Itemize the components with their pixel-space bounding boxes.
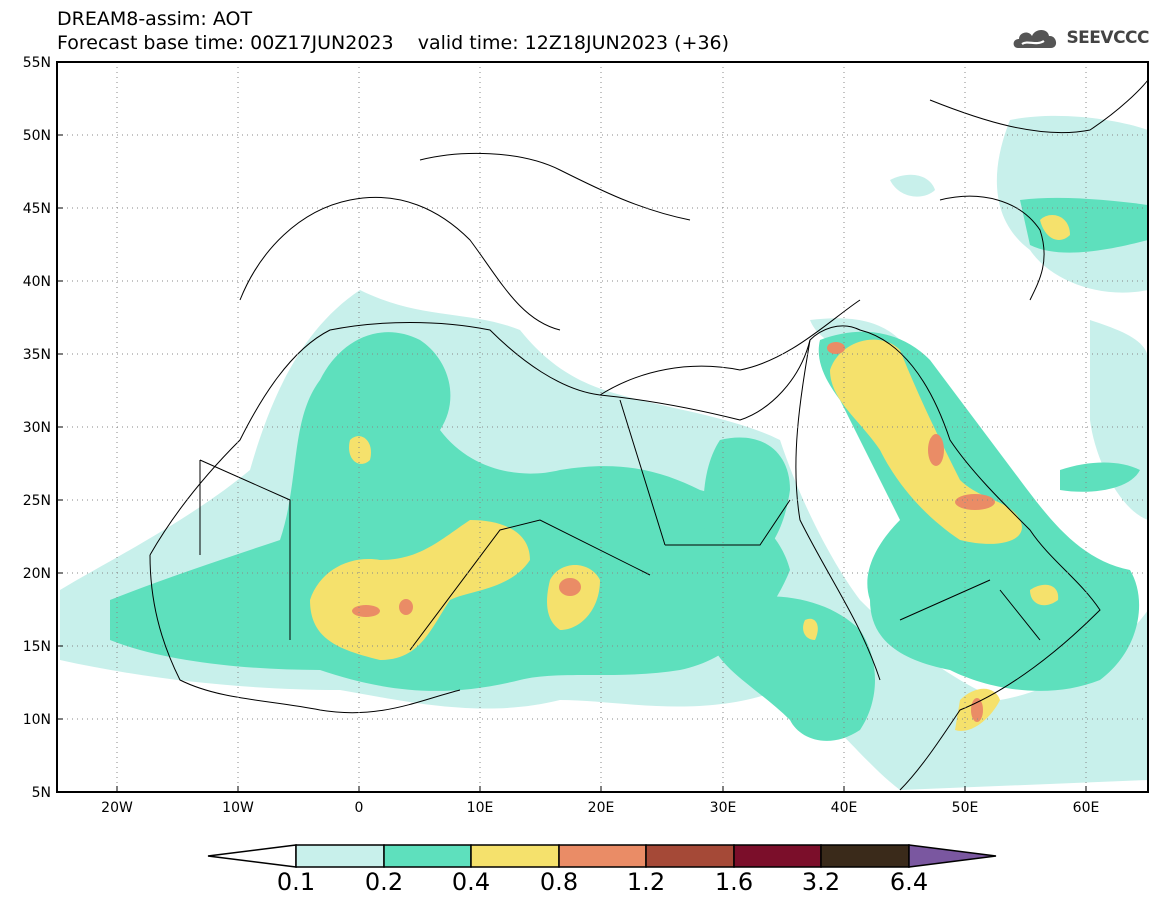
colorbar-label-6.4: 6.4 [889, 868, 929, 896]
lat-label-20n: 20N [23, 566, 51, 582]
lat-label-5n: 5N [32, 785, 51, 801]
map-title: DREAM8-assim: AOT [57, 8, 253, 30]
colorbar-swatch-0.2-0.4 [383, 844, 472, 868]
colorbar-swatch-0.8-1.2 [558, 844, 647, 868]
lat-label-55n: 55N [23, 55, 51, 71]
lat-label-50n: 50N [23, 128, 51, 144]
aot-field [60, 115, 1148, 790]
logo-text: SEEVCCC [1066, 28, 1149, 48]
colorbar-label-1.2: 1.2 [626, 868, 666, 896]
lat-label-15n: 15N [23, 639, 51, 655]
lon-label-0: 0 [355, 800, 364, 816]
colorbar-label-0.4: 0.4 [451, 868, 491, 896]
lon-label-10w: 10W [222, 800, 254, 816]
lat-label-35n: 35N [23, 347, 51, 363]
colorbar-label-0.2: 0.2 [364, 868, 404, 896]
coastlines [149, 79, 1148, 791]
lon-label-60e: 60E [1073, 800, 1100, 816]
graticule [57, 62, 1148, 792]
lat-label-25n: 25N [23, 493, 51, 509]
lon-label-10e: 10E [467, 800, 494, 816]
colorbar [207, 844, 997, 868]
lon-label-50e: 50E [952, 800, 979, 816]
colorbar-high-arrow [908, 844, 997, 868]
cloud-icon [1014, 30, 1057, 48]
lon-label-20w: 20W [101, 800, 133, 816]
seevccc-logo: SEEVCCC [1010, 24, 1149, 52]
colorbar-swatch-0.4-0.8 [470, 844, 560, 868]
lon-tick-labels: 20W 10W 0 10E 20E 30E 40E 50E 60E [101, 800, 1099, 816]
colorbar-label-1.6: 1.6 [714, 868, 754, 896]
lat-label-40n: 40N [23, 274, 51, 290]
tick-marks [57, 134, 1087, 792]
lon-label-40e: 40E [831, 800, 858, 816]
colorbar-low-arrow [207, 844, 297, 868]
colorbar-label-0.8: 0.8 [539, 868, 579, 896]
aot-band-0.4-0.8 [310, 215, 1070, 731]
forecast-time-subtitle: Forecast base time: 00Z17JUN2023 valid t… [57, 32, 730, 54]
colorbar-swatch-1.6-3.2 [733, 844, 822, 868]
lat-label-30n: 30N [23, 420, 51, 436]
colorbar-label-3.2: 3.2 [801, 868, 841, 896]
colorbar-swatch-3.2-6.4 [820, 844, 910, 868]
lon-label-20e: 20E [588, 800, 615, 816]
lat-label-10n: 10N [23, 712, 51, 728]
colorbar-swatch-0.1-0.2 [295, 844, 385, 868]
colorbar-swatch-1.2-1.6 [645, 844, 735, 868]
lat-tick-labels: 55N 50N 45N 40N 35N 30N 25N 20N 15N 10N … [23, 55, 51, 801]
lon-label-30e: 30E [710, 800, 737, 816]
lat-label-45n: 45N [23, 201, 51, 217]
colorbar-label-0.1: 0.1 [276, 868, 316, 896]
